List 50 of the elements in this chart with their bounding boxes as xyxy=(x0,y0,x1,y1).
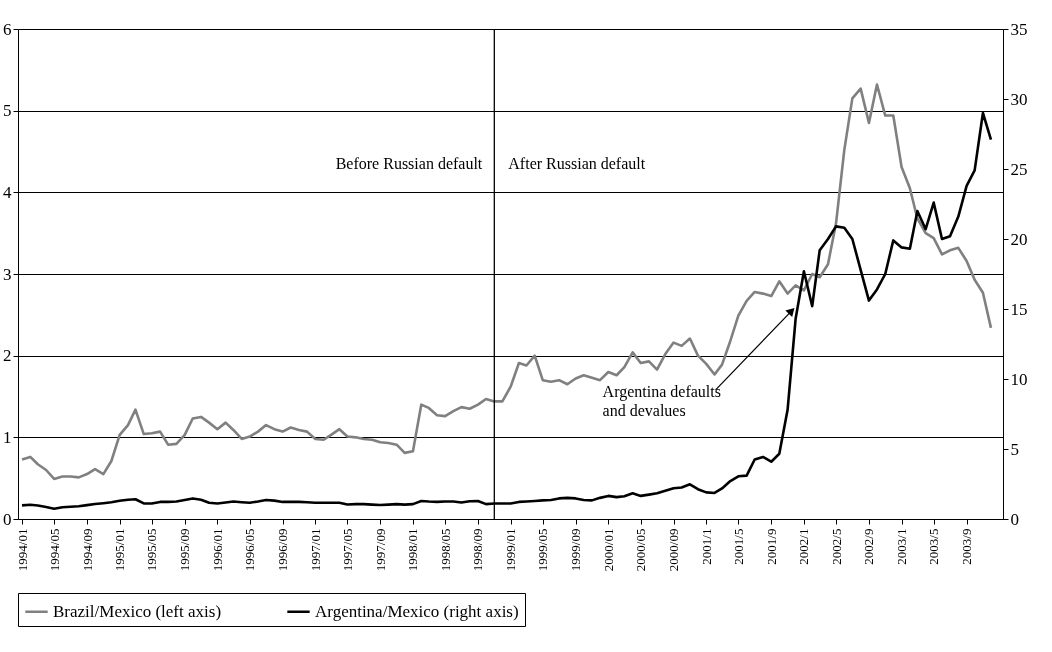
x-tick-label: 1998/01 xyxy=(405,528,421,572)
x-tick-label: 1999/05 xyxy=(535,528,551,572)
legend-label: Argentina/Mexico (right axis) xyxy=(315,601,519,621)
annotation: Argentina defaults and devalues xyxy=(602,382,721,419)
x-tick-label: 1996/01 xyxy=(209,528,225,572)
y2-tick-label: 15 xyxy=(1010,299,1028,319)
y2-tick-label: 20 xyxy=(1010,229,1028,249)
x-tick-label: 1999/09 xyxy=(568,528,584,572)
y2-tick-label: 30 xyxy=(1010,89,1028,109)
annotation: After Russian default xyxy=(508,155,646,172)
x-tick-label: 1995/09 xyxy=(177,528,193,572)
x-tick-label: 1997/01 xyxy=(307,528,323,572)
y-tick-label: 4 xyxy=(3,182,12,202)
x-tick-label: 2003/9 xyxy=(959,528,975,565)
x-tick-label: 1998/05 xyxy=(437,528,453,572)
y-tick-label: 5 xyxy=(3,101,12,121)
x-tick-label: 2003/1 xyxy=(894,528,910,565)
x-tick-label: 1997/09 xyxy=(372,528,388,572)
x-tick-label: 1998/09 xyxy=(470,528,486,572)
x-tick-label: 1995/05 xyxy=(144,528,160,572)
x-tick-label: 2002/9 xyxy=(861,528,877,565)
y2-tick-label: 0 xyxy=(1010,509,1019,529)
x-tick-label: 2001/9 xyxy=(763,528,779,565)
legend-label: Brazil/Mexico (left axis) xyxy=(53,601,222,621)
x-tick-label: 1994/01 xyxy=(14,528,30,572)
y-tick-label: 3 xyxy=(3,264,12,284)
x-tick-label: 1999/01 xyxy=(503,528,519,572)
y-tick-label: 0 xyxy=(3,509,12,529)
x-tick-label: 2000/05 xyxy=(633,528,649,572)
x-tick-label: 2003/5 xyxy=(926,528,942,565)
x-tick-label: 1995/01 xyxy=(112,528,128,572)
x-tick-label: 1994/09 xyxy=(79,528,95,572)
x-tick-label: 1997/05 xyxy=(339,528,355,572)
x-tick-label: 2002/1 xyxy=(796,528,812,565)
y-tick-label: 2 xyxy=(3,346,12,366)
y2-tick-label: 35 xyxy=(1010,19,1028,39)
x-tick-label: 2002/5 xyxy=(828,528,844,565)
y2-tick-label: 25 xyxy=(1010,159,1028,179)
annotation: Before Russian default xyxy=(335,155,483,172)
x-tick-label: 2000/01 xyxy=(600,528,616,572)
x-tick-label: 2001/5 xyxy=(730,528,746,565)
y2-tick-label: 10 xyxy=(1010,369,1028,389)
x-tick-label: 1996/05 xyxy=(242,528,258,572)
y-tick-label: 6 xyxy=(3,19,12,39)
x-tick-label: 1994/05 xyxy=(46,528,62,572)
y2-tick-label: 5 xyxy=(1010,439,1019,459)
x-tick-label: 2000/09 xyxy=(666,528,682,572)
x-tick-label: 2001/1 xyxy=(698,528,714,565)
x-tick-label: 1996/09 xyxy=(275,528,291,572)
y-tick-label: 1 xyxy=(3,427,12,447)
